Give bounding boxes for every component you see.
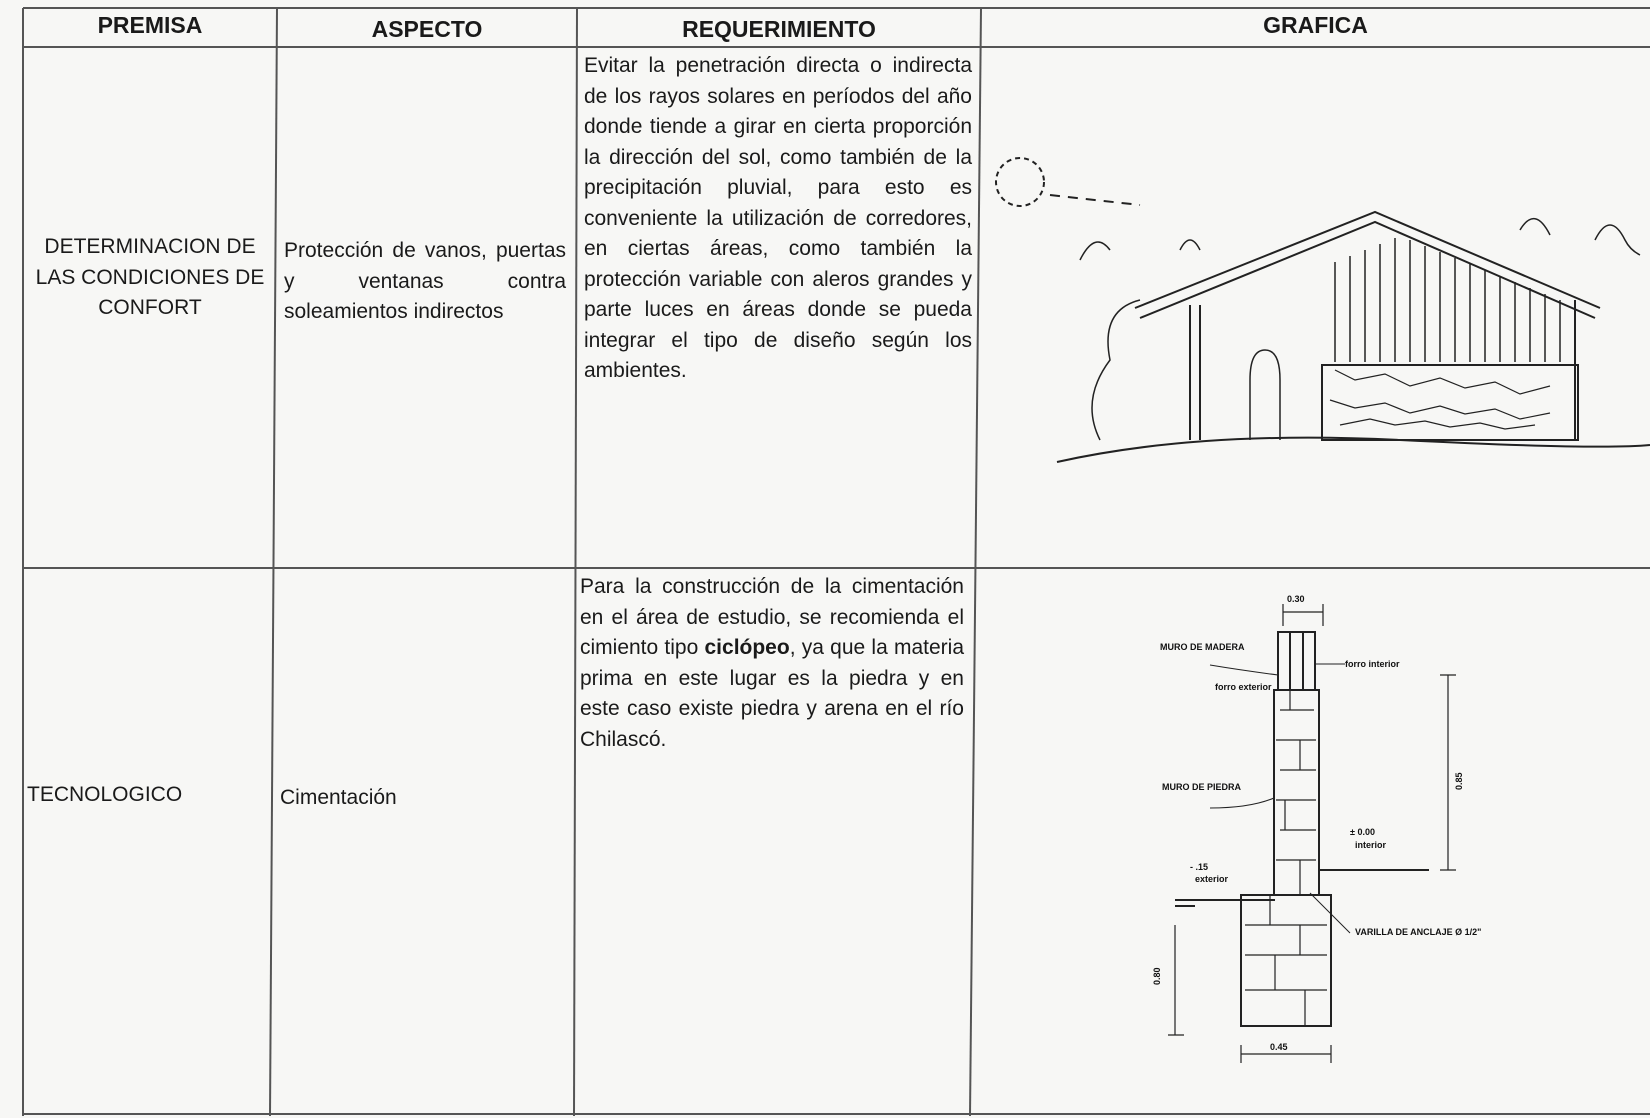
- text: Evitar la penetración directa o indirect…: [584, 54, 972, 382]
- header-cell: GRAFICA: [1263, 12, 1368, 38]
- drawing-label: exterior: [1195, 874, 1229, 884]
- drawing-label: VARILLA DE ANCLAJE Ø 1/2": [1355, 927, 1481, 937]
- drawing-label: interior: [1355, 840, 1387, 850]
- requerimiento: Evitar la penetración directa o indirect…: [584, 51, 972, 387]
- table-borders: [22, 7, 1650, 1117]
- aspecto: Protección de vanos, puertas y ventanas …: [284, 239, 566, 323]
- drawing-label: 0.85: [1454, 772, 1464, 790]
- header-cell: ASPECTO: [371, 16, 483, 42]
- foundation-sketch: MURO DE MADERA forro interior forro exte…: [1152, 594, 1481, 1063]
- drawing-label: forro interior: [1345, 659, 1400, 669]
- text-bold: ciclópeo: [704, 636, 790, 659]
- aspecto: Cimentación: [280, 786, 397, 809]
- premisa: DETERMINACION DE LAS CONDICIONES DE CONF…: [35, 235, 265, 319]
- drawing-label: ± 0.00: [1350, 827, 1375, 837]
- text: Para la construcción de la cimentación e…: [580, 575, 964, 659]
- header-cell: PREMISA: [97, 12, 203, 38]
- drawing-label: 0.80: [1152, 967, 1162, 985]
- header-cell: REQUERIMIENTO: [682, 16, 876, 42]
- drawing-label: - .15: [1190, 862, 1208, 872]
- text: , ya que la materia prima en este lugar …: [580, 636, 964, 751]
- drawing-label: forro exterior: [1215, 682, 1272, 692]
- drawing-label: 0.30: [1287, 594, 1305, 604]
- requerimiento: Para la construcción de la cimentación e…: [580, 572, 964, 755]
- house-sketch: [995, 157, 1650, 463]
- drawing-label: 0.45: [1270, 1042, 1288, 1052]
- drawing-label: MURO DE PIEDRA: [1162, 782, 1242, 792]
- premisa: TECNOLOGICO: [27, 783, 183, 806]
- drawing-label: MURO DE MADERA: [1160, 642, 1245, 652]
